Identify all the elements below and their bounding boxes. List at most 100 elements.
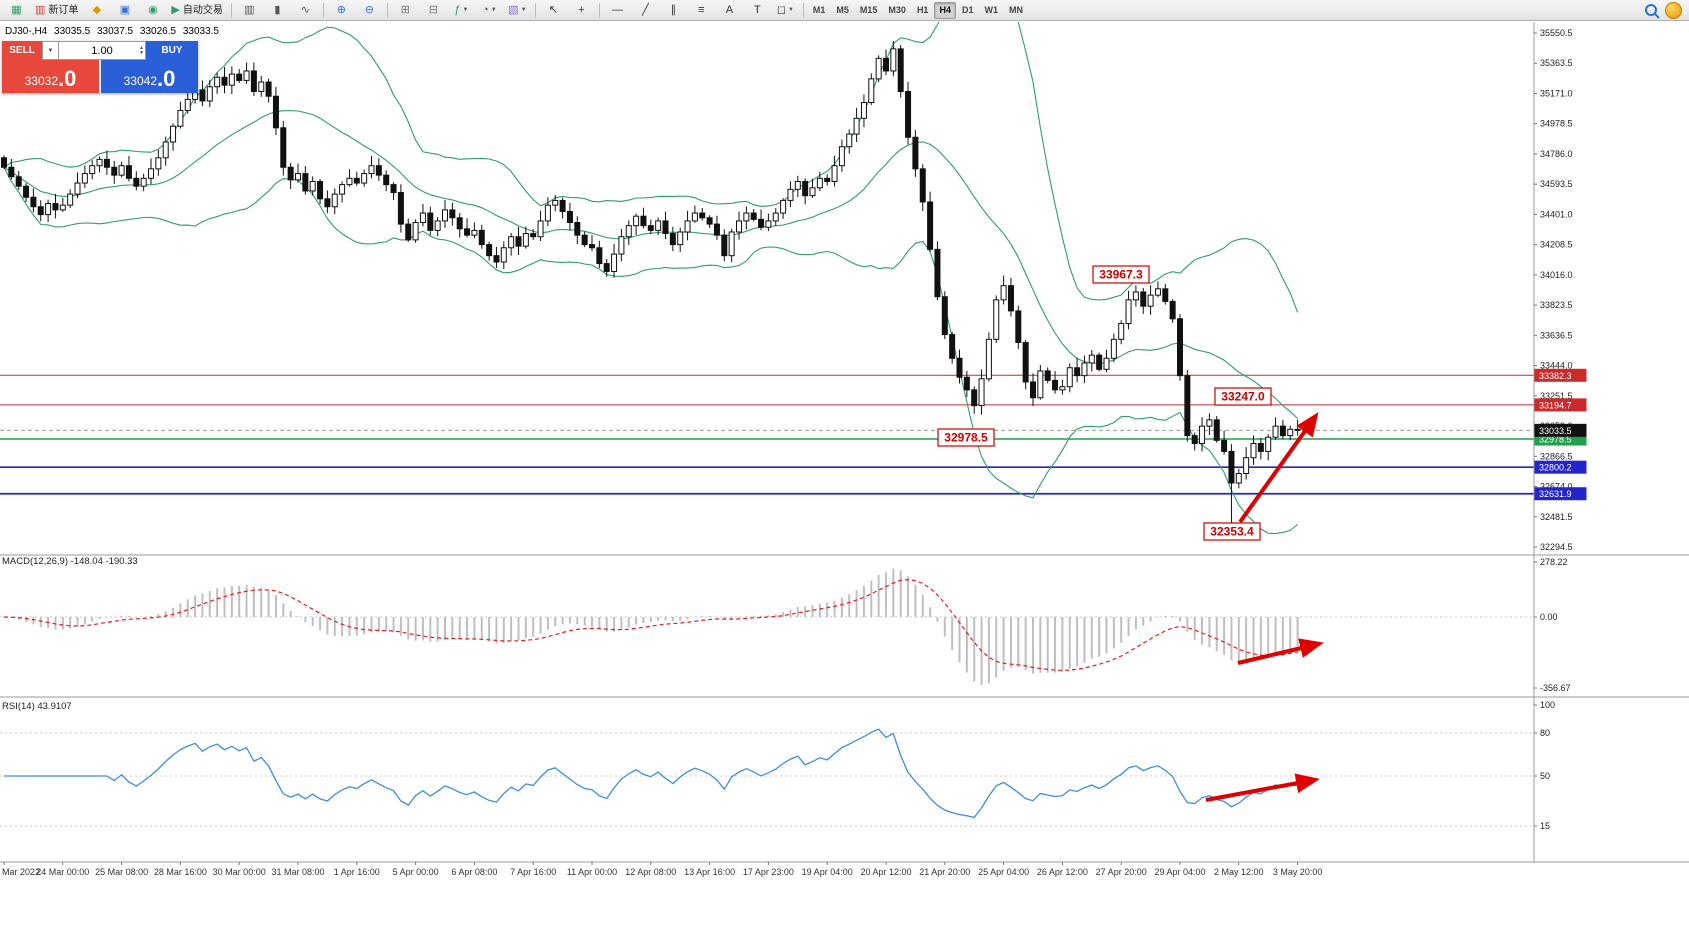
fibonacci-button[interactable]: ≡ [688, 1, 715, 20]
svg-text:32866.5: 32866.5 [1540, 451, 1573, 461]
volume-stepper[interactable]: ▲ ▼ [139, 44, 144, 56]
trendline-icon: ╱ [642, 3, 649, 16]
toolbar-separator [802, 2, 804, 18]
toolbar-separator [322, 2, 324, 18]
timeframe-m30-button[interactable]: M30 [888, 5, 906, 15]
periods-icon: ◔ [482, 3, 489, 16]
template-button[interactable]: ▧ ▼ [504, 1, 531, 20]
timeframe-h4-button[interactable]: H4 [934, 1, 956, 19]
svg-text:33251.5: 33251.5 [1540, 391, 1573, 401]
channel-button[interactable]: ∥ [660, 1, 687, 20]
price-callout [1092, 265, 1150, 284]
svg-text:33033.5: 33033.5 [1539, 426, 1572, 436]
volume-input[interactable]: 1.00 ▲ ▼ [58, 41, 146, 60]
trend-arrow [1238, 412, 1319, 524]
toolbar-right [1645, 1, 1686, 19]
svg-text:25 Mar 08:00: 25 Mar 08:00 [95, 867, 148, 877]
macd-panel [0, 568, 1534, 685]
svg-text:32800.2: 32800.2 [1539, 463, 1572, 473]
price-badge [1534, 368, 1587, 382]
buy-price-button[interactable]: 33042.0 [101, 60, 198, 93]
auto-trading-button[interactable]: ▶ 自动交易 [167, 1, 226, 20]
svg-text:19 Apr 04:00: 19 Apr 04:00 [802, 867, 853, 877]
chart-canvas[interactable]: 35550.5 35363.5 35171.0 34978.5 34786.0 34593… [0, 22, 1689, 942]
chart-ohlc-info: DJ30-,H4 33035.5 33037.5 33026.5 33033.5 [5, 26, 223, 37]
svg-text:11 Apr 00:00: 11 Apr 00:00 [567, 867, 617, 877]
svg-text:33636.5: 33636.5 [1540, 330, 1573, 340]
zoom-in-button[interactable]: ⊕ [328, 1, 355, 20]
chevron-down-icon: ▼ [787, 6, 794, 13]
market-watch-button[interactable]: ◆ [83, 1, 110, 20]
new-order-button[interactable]: ▥ 新订单 [31, 1, 82, 20]
timeframe-w1-button[interactable]: W1 [984, 5, 998, 15]
channel-icon: ∥ [670, 3, 677, 16]
candlestick-series [1, 40, 1311, 538]
candlestick-chart-button[interactable]: ▮ [264, 1, 291, 20]
svg-text:27 Apr 20:00: 27 Apr 20:00 [1096, 867, 1147, 877]
market-watch-icon: ◆ [92, 3, 102, 16]
zoom-out-button[interactable]: ⊖ [356, 1, 383, 20]
buy-label[interactable]: BUY [146, 41, 198, 60]
zoom-in-icon: ⊕ [336, 3, 346, 16]
svg-text:33967.3: 33967.3 [1099, 268, 1143, 282]
navigator-button[interactable]: ◉ [139, 1, 166, 20]
periods-button[interactable]: ◔ ▼ [476, 1, 503, 20]
svg-text:7 Apr 16:00: 7 Apr 16:00 [510, 867, 556, 877]
timeframe-m15-button[interactable]: M15 [859, 5, 878, 15]
chevron-down-icon: ▼ [462, 6, 469, 13]
sell-label[interactable]: SELL [2, 41, 42, 60]
text-button[interactable]: A [716, 1, 743, 20]
one-click-trading-panel: SELL ▼ 1.00 ▲ ▼ BUY 33032.0 33042.0 [2, 41, 198, 93]
timeframe-m1-button[interactable]: M1 [812, 5, 826, 15]
tile-windows-icon: ⊞ [400, 3, 410, 16]
data-window-button[interactable]: ▣ [111, 1, 138, 20]
svg-text:278.22: 278.22 [1540, 557, 1568, 567]
mt-logo[interactable] [1665, 1, 1682, 19]
cursor-button[interactable]: ↖ [540, 1, 567, 20]
cursor-icon: ↖ [548, 3, 558, 16]
svg-text:35171.0: 35171.0 [1540, 88, 1573, 98]
annotations[interactable]: 33967.3 33247.0 32978.5 32353.4 [937, 265, 1324, 802]
arrange-windows-button[interactable]: ⊟ [420, 1, 447, 20]
crosshair-button[interactable]: + [568, 1, 595, 20]
sell-price-big: .0 [58, 66, 77, 91]
svg-text:35363.5: 35363.5 [1540, 58, 1573, 68]
svg-text:29 Apr 04:00: 29 Apr 04:00 [1154, 867, 1205, 877]
label-button[interactable]: T [744, 1, 771, 20]
horizontal-line-icon: — [611, 3, 623, 16]
svg-text:12 Apr 08:00: 12 Apr 08:00 [625, 867, 676, 877]
template-icon: ▧ [508, 3, 519, 16]
shapes-button[interactable]: ◻ ▼ [772, 1, 799, 20]
chevron-down-icon: ▼ [520, 6, 527, 13]
price-axis[interactable]: 35550.5 35363.5 35171.0 34978.5 34786.0 34593… [1534, 28, 1587, 831]
timeframe-mn-button[interactable]: MN [1008, 5, 1023, 15]
trend-arrow [1205, 773, 1320, 802]
svg-text:32978.5: 32978.5 [944, 431, 988, 445]
svg-text:26 Apr 12:00: 26 Apr 12:00 [1037, 867, 1088, 877]
bar-chart-button[interactable]: ▥ [236, 1, 263, 20]
svg-text:34978.5: 34978.5 [1540, 119, 1573, 129]
macd-label: MACD(12,26,9) -148.04 -190.33 [2, 556, 138, 567]
svg-text:33247.0: 33247.0 [1221, 390, 1265, 404]
timeframe-d1-button[interactable]: D1 [961, 5, 974, 15]
trendline-button[interactable]: ╱ [632, 1, 659, 20]
line-chart-button[interactable]: ∿ [292, 1, 319, 20]
timeframe-m5-button[interactable]: M5 [836, 5, 849, 15]
svg-text:31 Mar 08:00: 31 Mar 08:00 [271, 867, 324, 877]
zoom-out-icon: ⊖ [364, 3, 374, 16]
sell-price-button[interactable]: 33032.0 [2, 60, 99, 93]
horizontal-line-button[interactable]: — [604, 1, 631, 20]
buy-price-main: 33042 [123, 74, 157, 88]
tile-windows-button[interactable]: ⊞ [392, 1, 419, 20]
search-icon[interactable] [1645, 4, 1657, 16]
new-chart-button[interactable]: ▦ [3, 1, 30, 20]
svg-text:3 May 20:00: 3 May 20:00 [1273, 867, 1323, 877]
new-order-button-label: 新订单 [48, 4, 79, 16]
indicators-button[interactable]: ƒ ▼ [448, 1, 475, 20]
timeframe-h1-button[interactable]: H1 [916, 5, 929, 15]
svg-text:32294.5: 32294.5 [1540, 542, 1573, 552]
svg-text:34401.0: 34401.0 [1540, 209, 1573, 219]
panel-separators[interactable] [0, 22, 1689, 863]
volume-dropdown-button[interactable]: ▼ [42, 41, 58, 60]
